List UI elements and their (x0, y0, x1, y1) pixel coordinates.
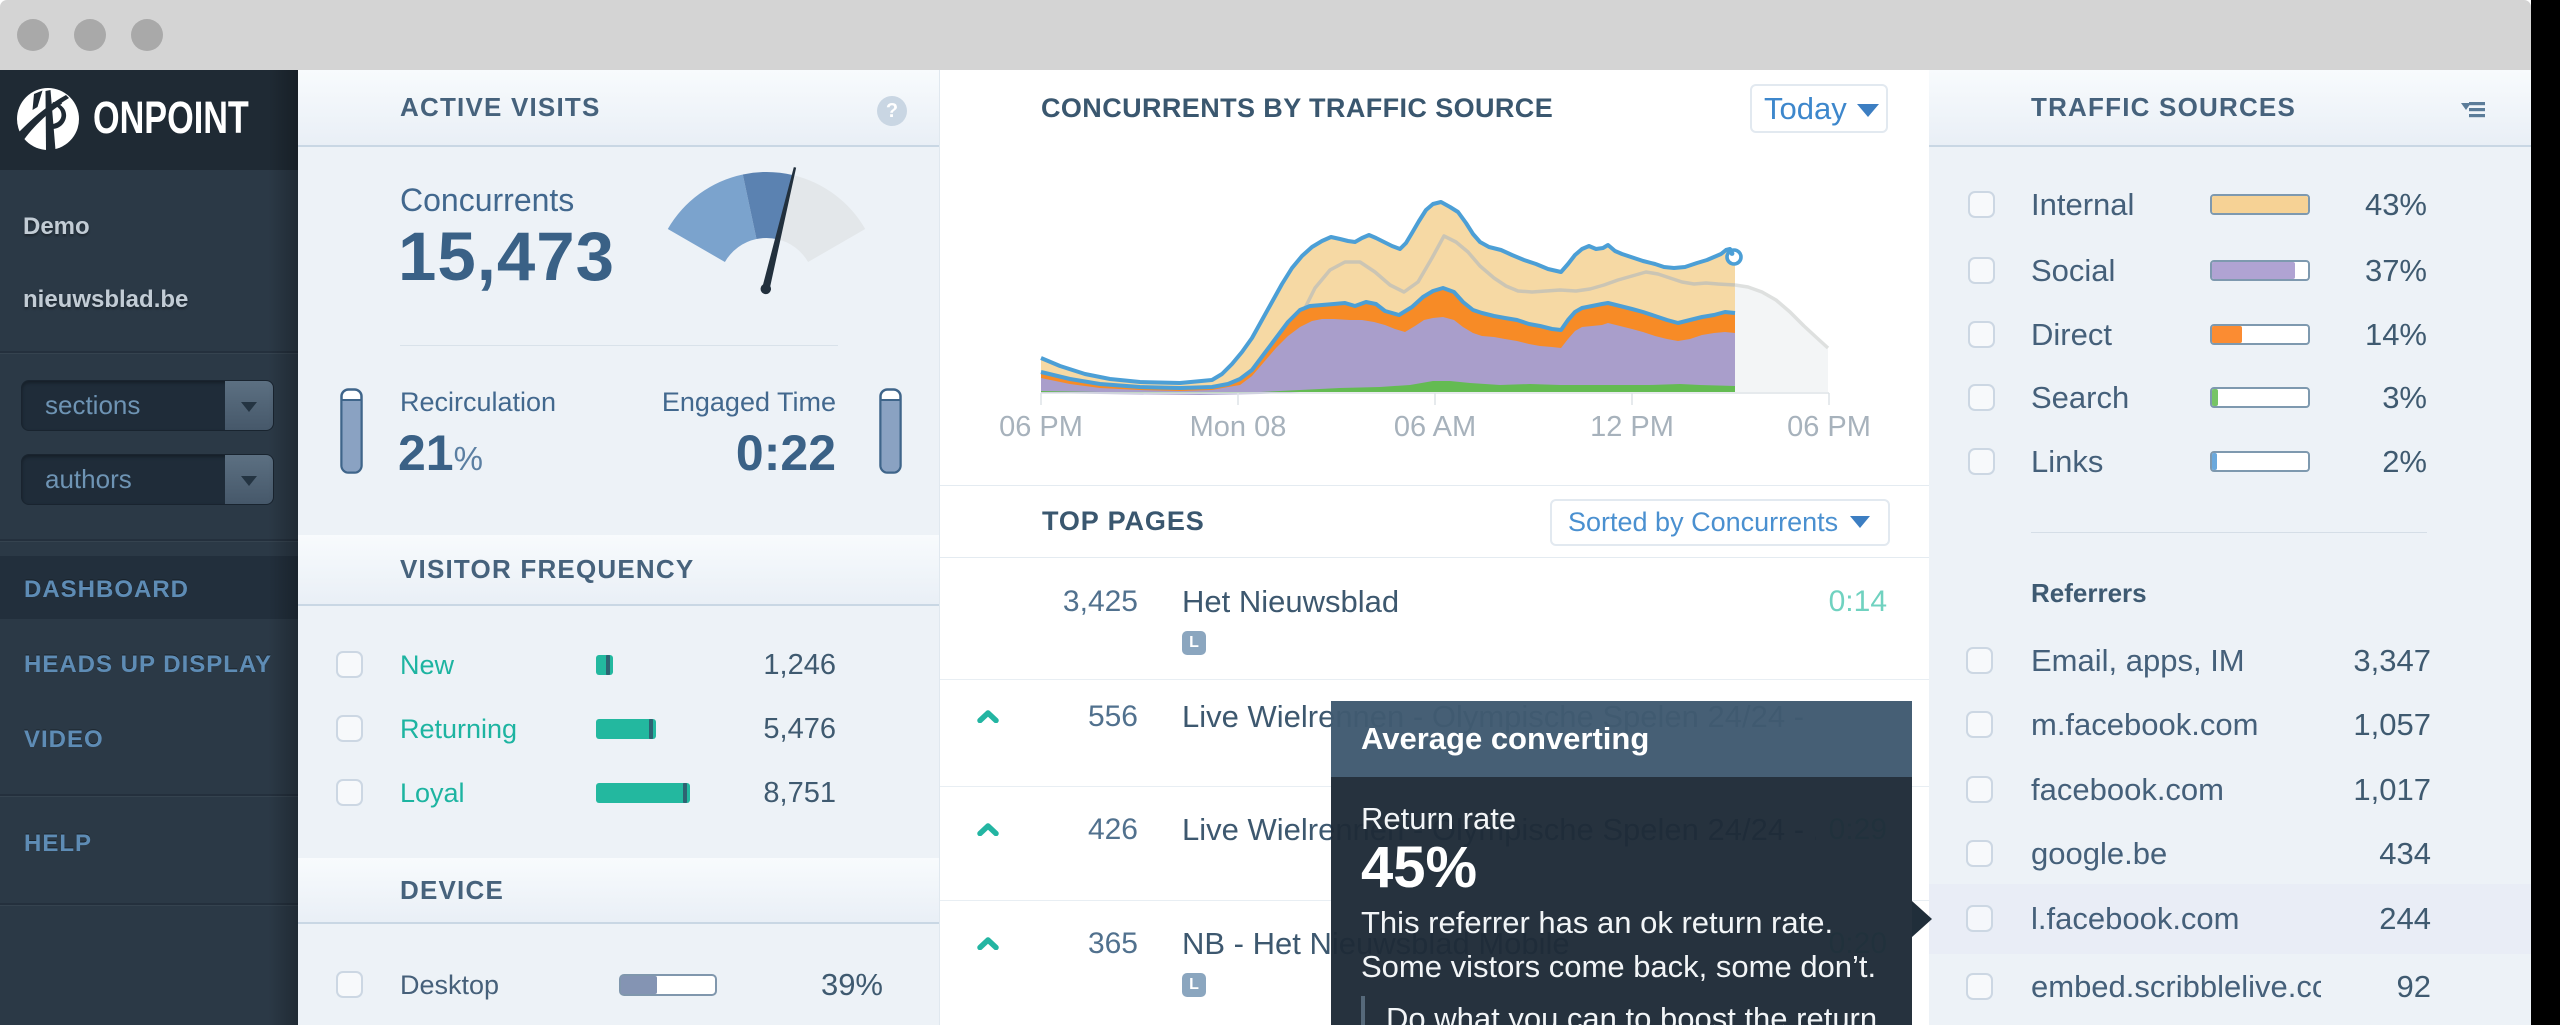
svg-text:06 AM: 06 AM (1394, 411, 1476, 440)
svg-text:12 PM: 12 PM (1590, 411, 1674, 440)
svg-text:Mon 08: Mon 08 (1190, 411, 1287, 440)
svg-text:06 PM: 06 PM (1787, 411, 1871, 440)
svg-text:06 PM: 06 PM (999, 411, 1083, 440)
